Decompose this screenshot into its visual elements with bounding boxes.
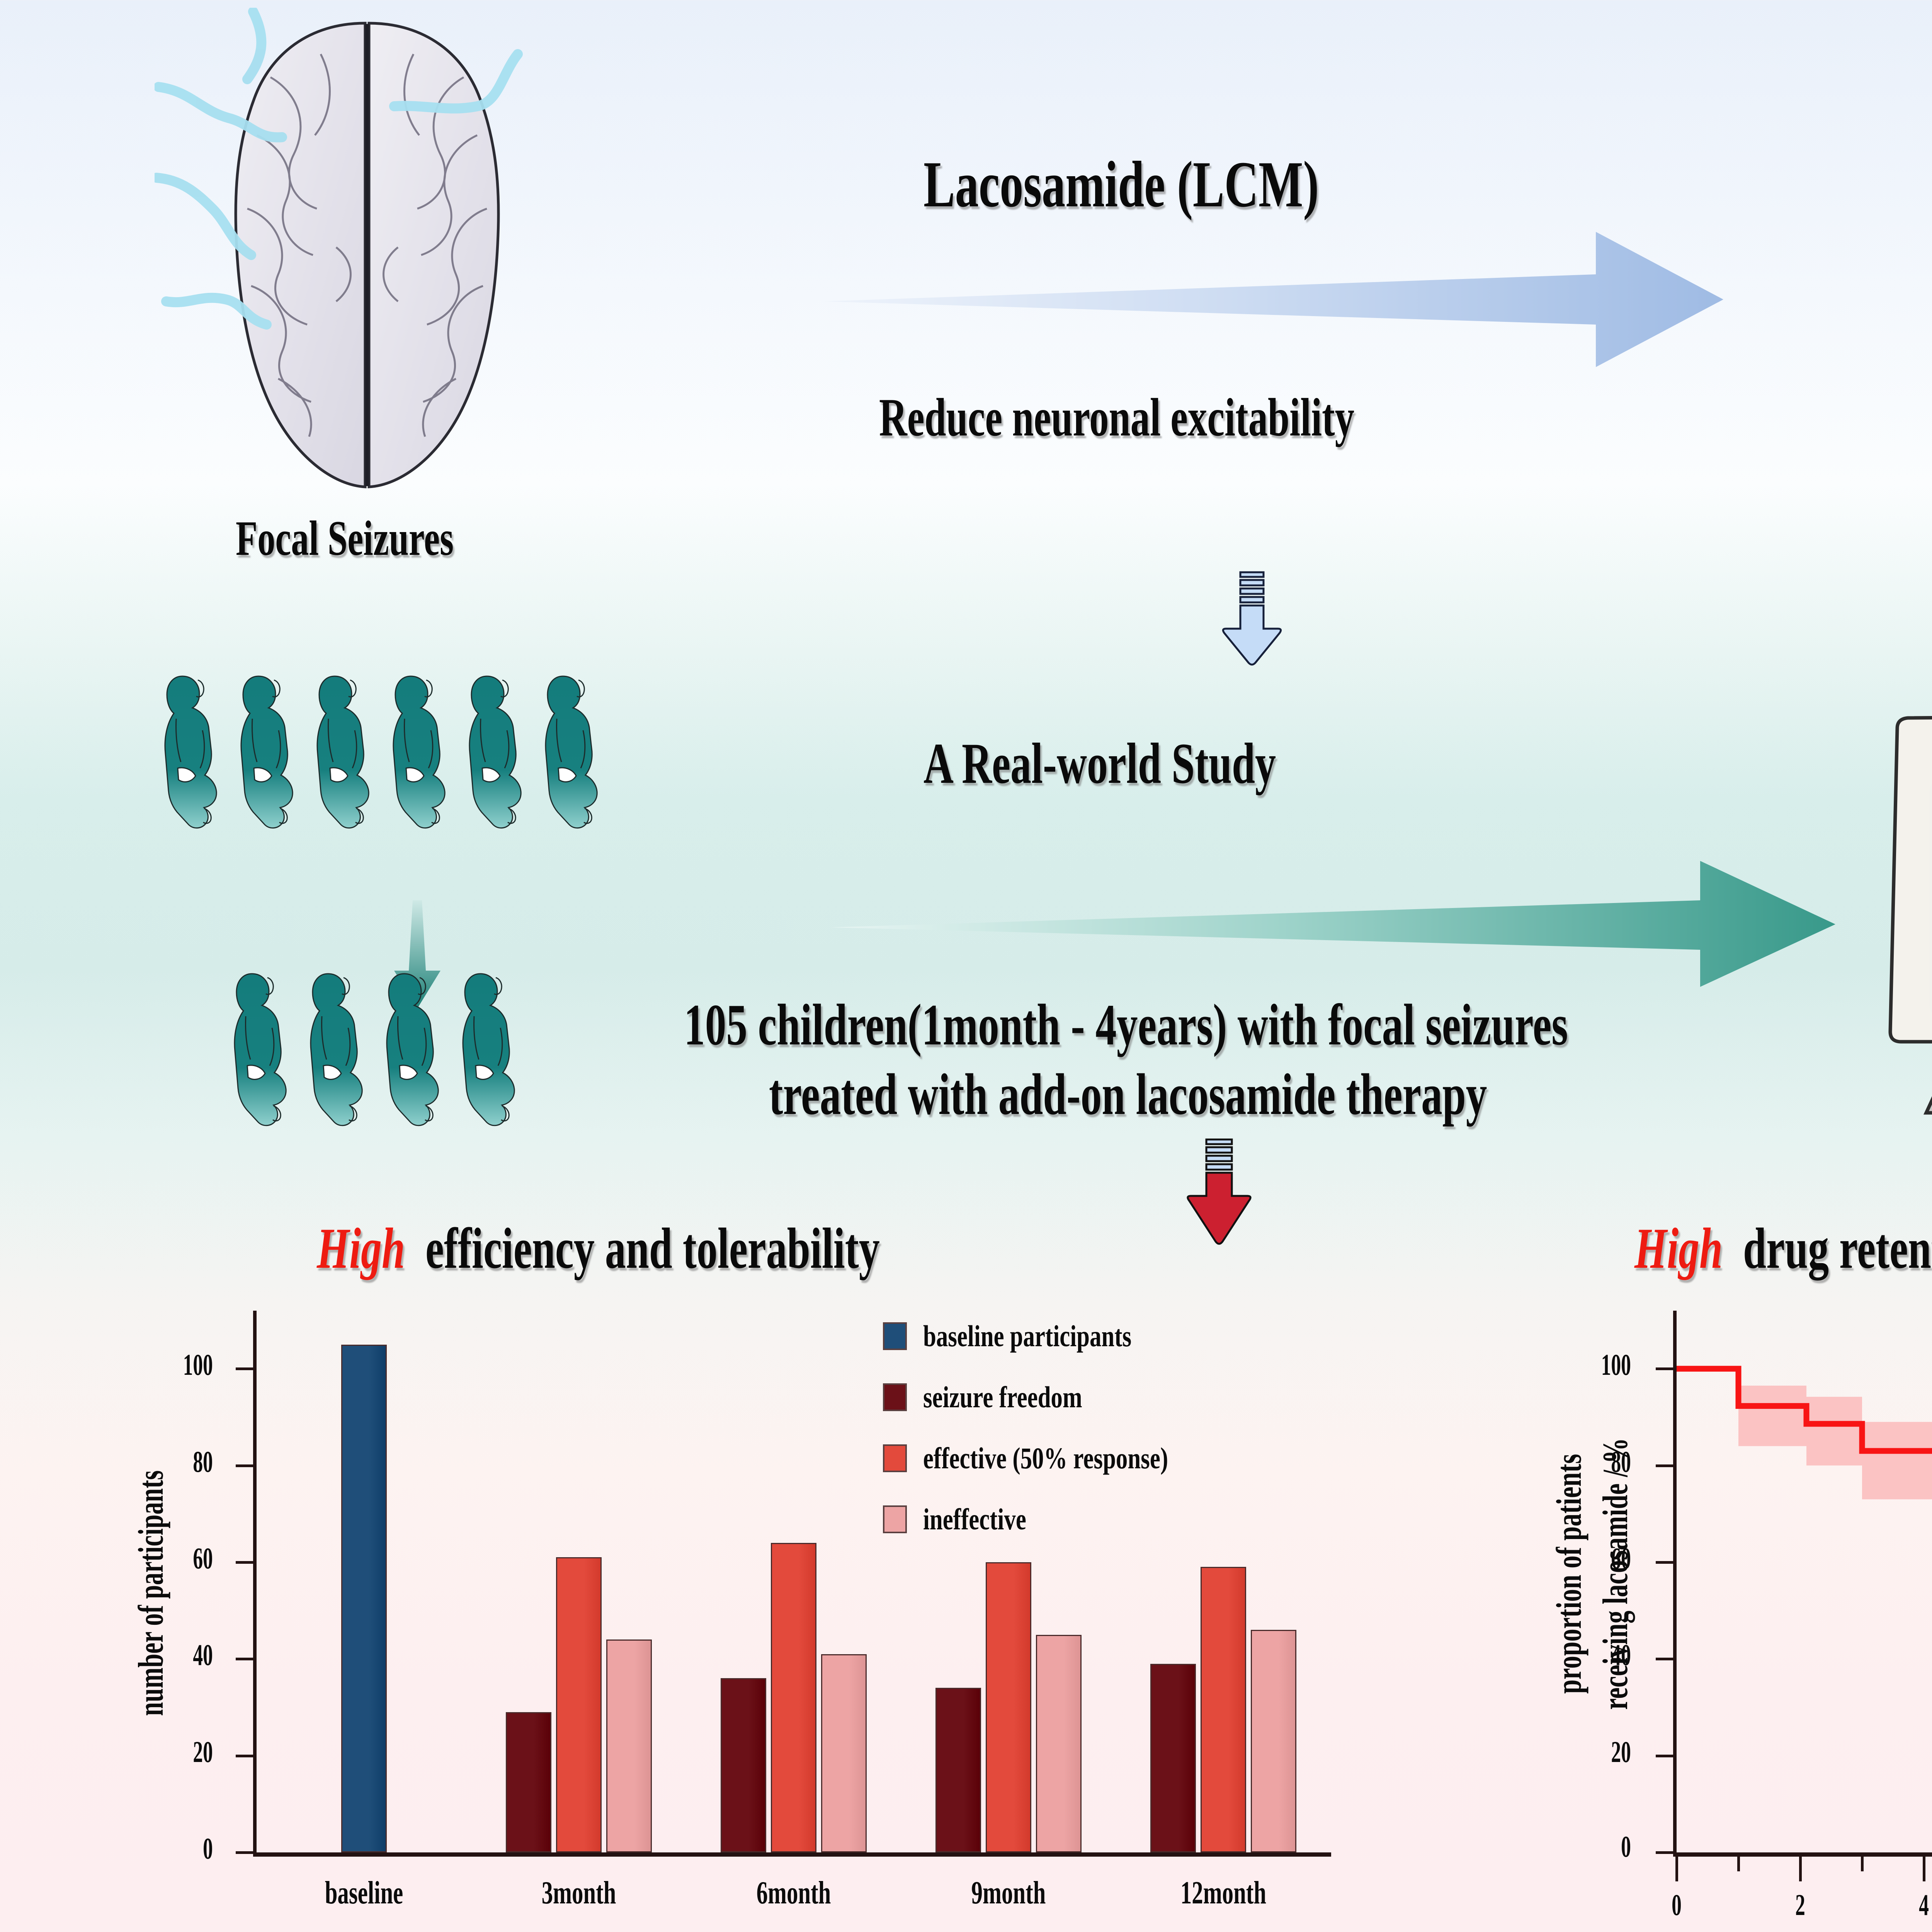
bar-9month-seizure-freedom — [935, 1688, 981, 1852]
km-chart-y-tick-label: 100 — [1601, 1348, 1631, 1382]
km-chart-y-tick — [1656, 1658, 1674, 1661]
km-chart-y-tick-label-zero: 0 — [1621, 1830, 1631, 1863]
km-chart-y-tick — [1656, 1367, 1674, 1371]
participant-group-baseline — [162, 665, 703, 881]
km-chart-y-tick — [1656, 1851, 1674, 1854]
km-chart-y-tick-label: 40 — [1611, 1638, 1631, 1672]
bar-chart-y-tick — [236, 1851, 254, 1854]
bar-legend-item: ineffective — [883, 1501, 1237, 1538]
bar-chart-y-tick-label: 100 — [183, 1348, 213, 1382]
bar-chart-category-6month: 6month — [756, 1875, 831, 1911]
km-chart-x-tick — [1737, 1857, 1740, 1871]
km-confidence-band — [1677, 1369, 1932, 1500]
km-chart-x-tick-label: 0 — [1672, 1888, 1682, 1922]
right-chart-title: High drug retention rate — [1634, 1215, 1932, 1282]
legend-swatch — [883, 1322, 907, 1350]
bar-9month-effective-response- — [986, 1562, 1031, 1852]
cohort-line-2: treated with add-on lacosamide therapy — [769, 1062, 1487, 1127]
legend-swatch — [883, 1383, 907, 1411]
km-chart-y-tick-label: 20 — [1611, 1735, 1631, 1769]
km-chart-x-tick — [1799, 1857, 1802, 1881]
bar-chart-y-tick-label: 20 — [193, 1735, 213, 1769]
km-chart-x-tick-label: 2 — [1795, 1888, 1805, 1922]
km-survival-curve — [1677, 1366, 1932, 1454]
bar-chart-y-axis — [253, 1311, 257, 1855]
bar-chart-y-tick-label: 60 — [193, 1541, 213, 1575]
legend-label: ineffective — [923, 1502, 1026, 1536]
real-world-study-arrow — [831, 858, 1835, 989]
legend-label: baseline participants — [923, 1319, 1132, 1353]
bar-chart-category-9month: 9month — [971, 1875, 1046, 1911]
bar-chart: number of participants baseline particip… — [116, 1306, 1352, 1932]
km-chart-y-axis — [1673, 1311, 1677, 1855]
right-title-rest: drug retention rate — [1743, 1216, 1932, 1281]
bar-3month-effective-response- — [556, 1557, 602, 1852]
km-chart-x-tick — [1923, 1857, 1925, 1881]
bar-baseline-baseline-participants — [341, 1344, 387, 1852]
km-chart-y-tick-label: 60 — [1611, 1541, 1631, 1575]
mechanism-label: Reduce neuronal excitability — [879, 388, 1355, 447]
brain-focal-seizures — [151, 7, 580, 502]
lacosamide-arrow — [823, 228, 1723, 371]
bar-chart-category-baseline: baseline — [325, 1875, 403, 1911]
km-chart-y-tick — [1656, 1561, 1674, 1564]
bar-3month-seizure-freedom — [506, 1712, 551, 1852]
legend-swatch — [883, 1505, 907, 1533]
km-chart-x-tick — [1861, 1857, 1864, 1871]
bar-chart-category-12month: 12month — [1180, 1875, 1267, 1911]
left-title-accent: High — [317, 1216, 405, 1281]
bar-chart-y-tick-label: 0 — [203, 1832, 213, 1865]
bar-6month-ineffective — [821, 1654, 867, 1852]
legend-label: effective (50% response) — [923, 1441, 1168, 1475]
bar-3month-ineffective — [606, 1639, 652, 1852]
bar-chart-y-tick — [236, 1754, 254, 1757]
bar-6month-seizure-freedom — [721, 1678, 766, 1852]
bar-legend-item: effective (50% response) — [883, 1440, 1237, 1477]
km-chart: proportion of patients receiving lacosam… — [1507, 1306, 1932, 1932]
participant-group-treated — [232, 962, 618, 1179]
bar-12month-effective-response- — [1201, 1567, 1246, 1852]
km-chart-y-tick — [1656, 1464, 1674, 1467]
bar-chart-y-tick-label: 80 — [193, 1444, 213, 1478]
km-chart-x-tick-label: 4 — [1919, 1888, 1929, 1922]
bar-chart-y-tick — [236, 1367, 254, 1371]
bar-12month-seizure-freedom — [1150, 1663, 1196, 1852]
left-title-rest: efficiency and tolerability — [425, 1216, 880, 1281]
legend-label: seizure freedom — [923, 1380, 1082, 1414]
bar-chart-category-3month: 3month — [541, 1875, 616, 1911]
bar-chart-y-axis-title: number of participants — [131, 1470, 170, 1716]
focal-seizures-label: Focal Seizures — [236, 511, 454, 566]
bar-chart-y-tick — [236, 1658, 254, 1661]
blue-down-arrow-icon — [1219, 570, 1285, 670]
km-chart-x-tick — [1675, 1857, 1678, 1881]
bar-legend-item: baseline participants — [883, 1318, 1237, 1355]
km-chart-y-tick-label: 80 — [1611, 1444, 1631, 1478]
legend-swatch — [883, 1444, 907, 1472]
data-monitor-icon — [1886, 692, 1932, 1124]
bar-chart-y-tick — [236, 1464, 254, 1467]
cohort-line-1: 105 children(1month - 4years) with focal… — [684, 992, 1568, 1057]
km-chart-y-tick — [1656, 1754, 1674, 1757]
left-chart-title: High efficiency and tolerability — [317, 1215, 1056, 1282]
km-chart-x-axis — [1673, 1852, 1932, 1857]
bar-6month-effective-response- — [771, 1543, 816, 1852]
bar-12month-ineffective — [1251, 1630, 1296, 1852]
drug-title: Lacosamide (LCM) — [923, 148, 1319, 221]
bar-legend-item: seizure freedom — [883, 1379, 1237, 1416]
bar-chart-y-tick — [236, 1561, 254, 1564]
bar-chart-y-tick-label: 40 — [193, 1638, 213, 1672]
red-down-arrow-icon — [1182, 1138, 1256, 1250]
study-title: A Real-world Study — [923, 731, 1276, 796]
bar-9month-ineffective — [1036, 1634, 1082, 1852]
right-title-accent: High — [1634, 1216, 1723, 1281]
bar-chart-x-axis — [253, 1852, 1331, 1857]
